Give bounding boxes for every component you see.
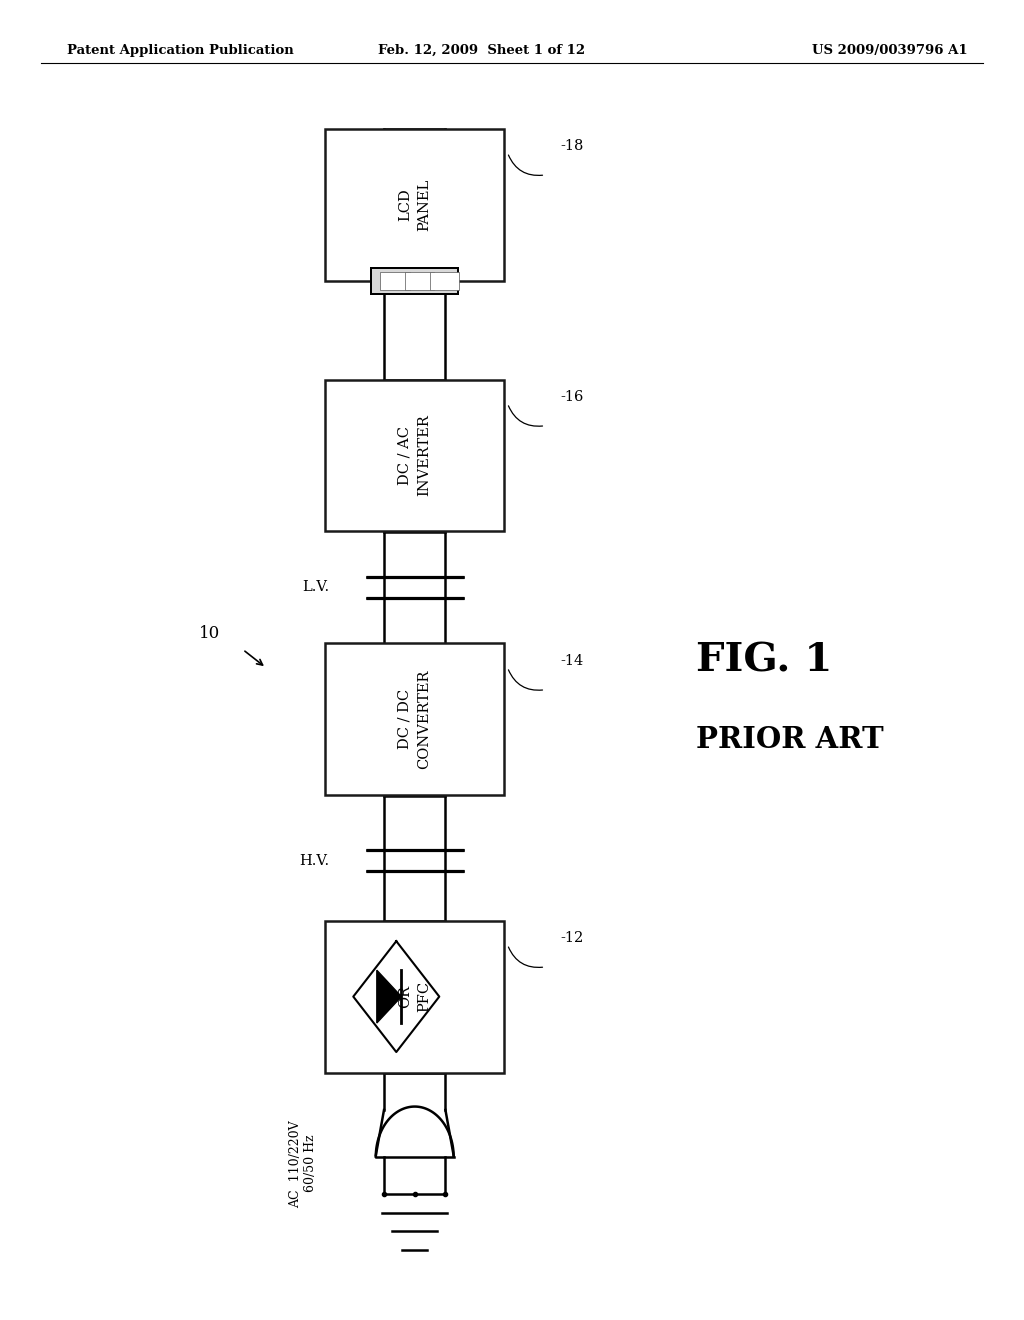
Text: DC / DC
CONVERTER: DC / DC CONVERTER: [398, 669, 431, 770]
Bar: [430, 272, 460, 290]
Text: -16: -16: [561, 391, 584, 404]
Text: DC / AC
INVERTER: DC / AC INVERTER: [398, 414, 431, 496]
Bar: [326, 129, 504, 281]
Text: -18: -18: [561, 140, 584, 153]
Bar: [326, 643, 504, 795]
Text: Patent Application Publication: Patent Application Publication: [67, 44, 293, 57]
Bar: [406, 272, 434, 290]
Text: L.V.: L.V.: [303, 581, 330, 594]
Text: 10: 10: [199, 626, 220, 642]
Text: AC  110/220V
    60/50 Hz: AC 110/220V 60/50 Hz: [290, 1121, 317, 1208]
Bar: [326, 380, 504, 531]
Text: LCD
PANEL: LCD PANEL: [398, 178, 431, 231]
Bar: [381, 272, 410, 290]
Text: H.V.: H.V.: [300, 854, 330, 867]
Text: -12: -12: [561, 932, 584, 945]
Text: -14: -14: [561, 653, 584, 668]
Bar: [372, 268, 459, 294]
Text: OR
PFC: OR PFC: [398, 981, 431, 1012]
Polygon shape: [377, 970, 401, 1023]
Text: US 2009/0039796 A1: US 2009/0039796 A1: [812, 44, 968, 57]
Bar: [326, 921, 504, 1072]
Text: PRIOR ART: PRIOR ART: [696, 725, 884, 754]
Text: Feb. 12, 2009  Sheet 1 of 12: Feb. 12, 2009 Sheet 1 of 12: [378, 44, 585, 57]
Text: FIG. 1: FIG. 1: [696, 642, 833, 678]
